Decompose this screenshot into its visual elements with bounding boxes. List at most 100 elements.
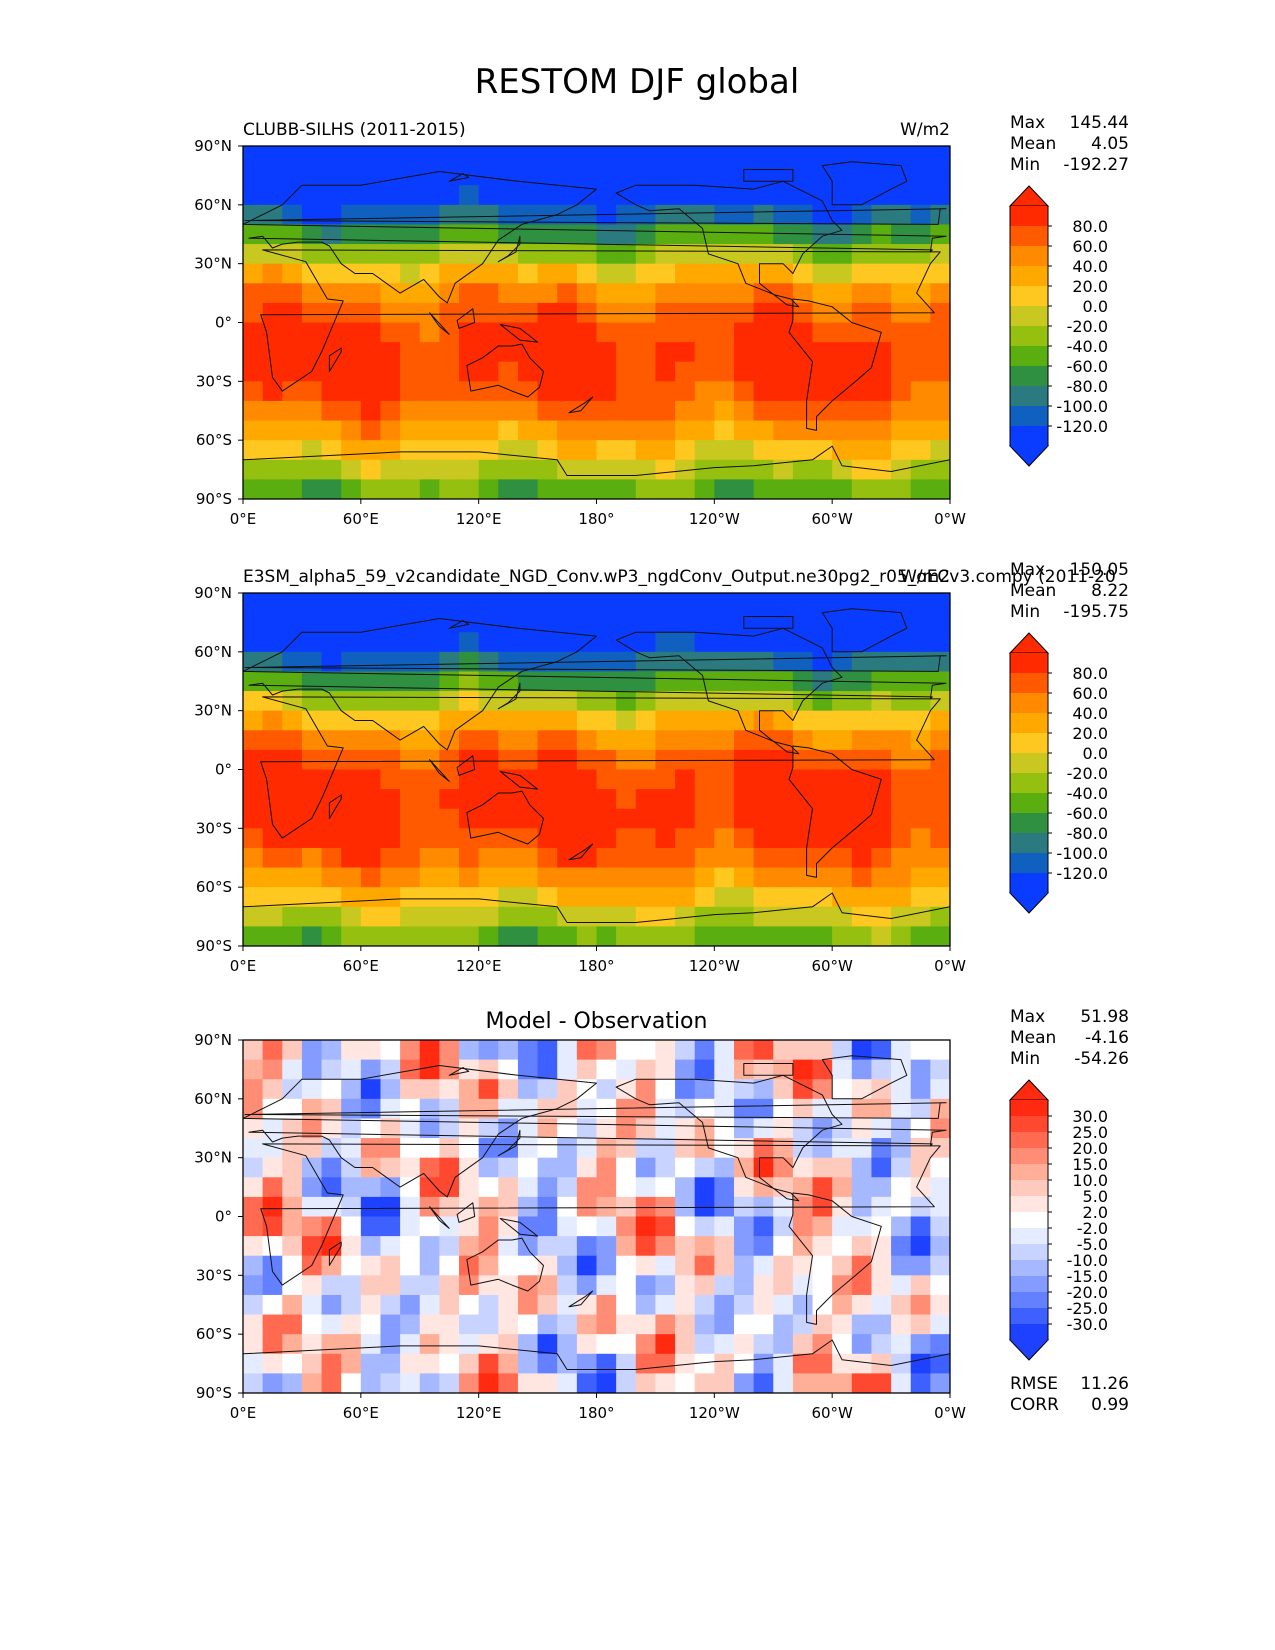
field-cell bbox=[498, 244, 519, 265]
field-cell bbox=[321, 1059, 342, 1080]
field-cell bbox=[832, 1373, 853, 1393]
field-cell bbox=[537, 1138, 558, 1159]
field-cell bbox=[714, 867, 735, 888]
field-cell bbox=[773, 1353, 794, 1374]
field-cell bbox=[459, 789, 480, 810]
field-cell bbox=[576, 789, 598, 810]
field-cell bbox=[891, 867, 912, 888]
field-cell bbox=[557, 1138, 578, 1159]
field-cell bbox=[655, 244, 676, 265]
field-cell bbox=[321, 1157, 342, 1178]
field-cell bbox=[675, 1275, 696, 1296]
field-cell bbox=[753, 1373, 774, 1393]
field-cell bbox=[812, 244, 833, 265]
field-cell bbox=[616, 322, 637, 343]
field-cell bbox=[262, 322, 283, 343]
field-cell bbox=[832, 1216, 853, 1237]
field-cell bbox=[321, 749, 342, 771]
field-cell bbox=[557, 593, 578, 614]
field-cell bbox=[675, 1353, 696, 1374]
lon-tick-label: 0°W bbox=[934, 957, 966, 975]
field-cell bbox=[596, 671, 617, 692]
field-cell bbox=[400, 847, 421, 869]
field-cell bbox=[380, 361, 401, 382]
field-cell bbox=[557, 342, 578, 363]
field-cell bbox=[439, 691, 460, 712]
field-cell bbox=[891, 440, 912, 461]
field-cell bbox=[891, 671, 912, 692]
field-cell bbox=[459, 302, 480, 324]
field-cell bbox=[262, 867, 283, 888]
stat-label: Mean bbox=[1010, 581, 1056, 601]
field-cell bbox=[832, 146, 853, 167]
lon-tick-label: 120°W bbox=[689, 957, 740, 975]
field-cell bbox=[478, 342, 499, 363]
field-cell bbox=[478, 769, 499, 790]
field-cell bbox=[439, 1040, 460, 1061]
field-cell bbox=[498, 263, 519, 284]
field-cell bbox=[321, 1294, 342, 1316]
field-cell bbox=[517, 1098, 539, 1120]
field-cell bbox=[616, 1040, 637, 1061]
field-cell bbox=[655, 361, 676, 382]
coastline bbox=[243, 1339, 950, 1393]
field-cell bbox=[282, 302, 303, 324]
field-cell bbox=[694, 440, 715, 461]
field-cell bbox=[419, 808, 440, 829]
field-cell bbox=[635, 710, 657, 731]
field-cell bbox=[243, 828, 264, 849]
field-cell bbox=[321, 322, 342, 343]
field-cell bbox=[773, 1236, 794, 1257]
field-cell bbox=[694, 165, 715, 186]
colorbar-segment bbox=[1010, 673, 1048, 694]
field-cell bbox=[812, 459, 833, 480]
field-cell bbox=[262, 302, 283, 324]
field-cell bbox=[557, 244, 578, 265]
field-cell bbox=[557, 671, 578, 692]
field-cell bbox=[694, 146, 715, 167]
colorbar-segment bbox=[1010, 793, 1048, 814]
field-cell bbox=[537, 1118, 558, 1139]
field-cell bbox=[596, 1334, 617, 1355]
field-cell bbox=[282, 1353, 303, 1374]
field-cell bbox=[301, 789, 323, 810]
field-cell bbox=[675, 283, 696, 304]
field-cell bbox=[341, 440, 362, 461]
field-cell bbox=[557, 749, 578, 771]
field-cell bbox=[478, 632, 499, 653]
field-cell bbox=[871, 1118, 892, 1139]
field-cell bbox=[301, 730, 323, 751]
field-cell bbox=[714, 263, 735, 284]
field-cell bbox=[655, 283, 676, 304]
field-cell bbox=[832, 710, 853, 731]
field-cell bbox=[321, 420, 342, 441]
field-cell bbox=[282, 691, 303, 712]
field-cell bbox=[517, 671, 539, 692]
field-cell bbox=[498, 479, 519, 499]
field-cell bbox=[871, 651, 892, 673]
field-cell bbox=[851, 1294, 873, 1316]
field-cell bbox=[832, 651, 853, 673]
field-cell bbox=[419, 322, 440, 343]
field-cell bbox=[537, 283, 558, 304]
field-cell bbox=[930, 1177, 950, 1198]
field-cell bbox=[498, 342, 519, 363]
field-cells bbox=[243, 593, 950, 946]
lon-tick-label: 120°E bbox=[456, 510, 502, 528]
field-cell bbox=[380, 1040, 401, 1061]
lat-tick-label: 60°S bbox=[196, 1325, 232, 1343]
field-cell bbox=[773, 1314, 794, 1335]
field-cell bbox=[439, 847, 460, 869]
field-cell bbox=[930, 730, 950, 751]
field-cell bbox=[635, 887, 657, 908]
field-cell bbox=[792, 1098, 814, 1120]
field-cell bbox=[557, 632, 578, 653]
field-cell bbox=[655, 847, 676, 869]
field-cell bbox=[596, 632, 617, 653]
field-cell bbox=[360, 342, 382, 363]
field-cell bbox=[792, 322, 814, 343]
field-cell bbox=[478, 263, 499, 284]
field-cell bbox=[498, 1118, 519, 1139]
field-cell bbox=[517, 381, 539, 402]
field-cell bbox=[439, 224, 460, 245]
